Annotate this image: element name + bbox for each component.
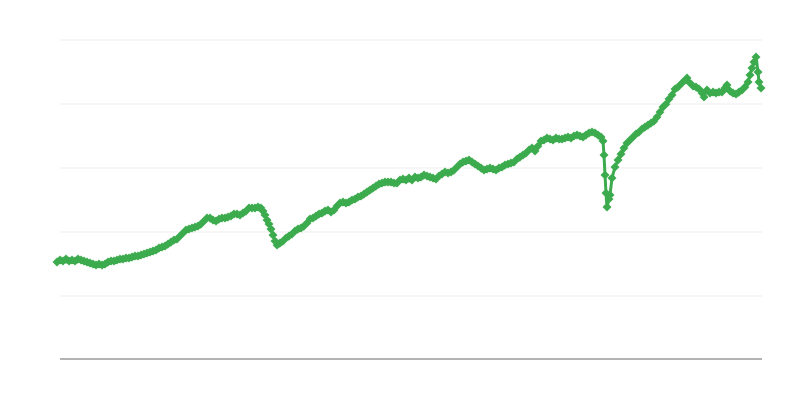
data-point-markers [52, 52, 766, 270]
series-line [55, 55, 763, 267]
